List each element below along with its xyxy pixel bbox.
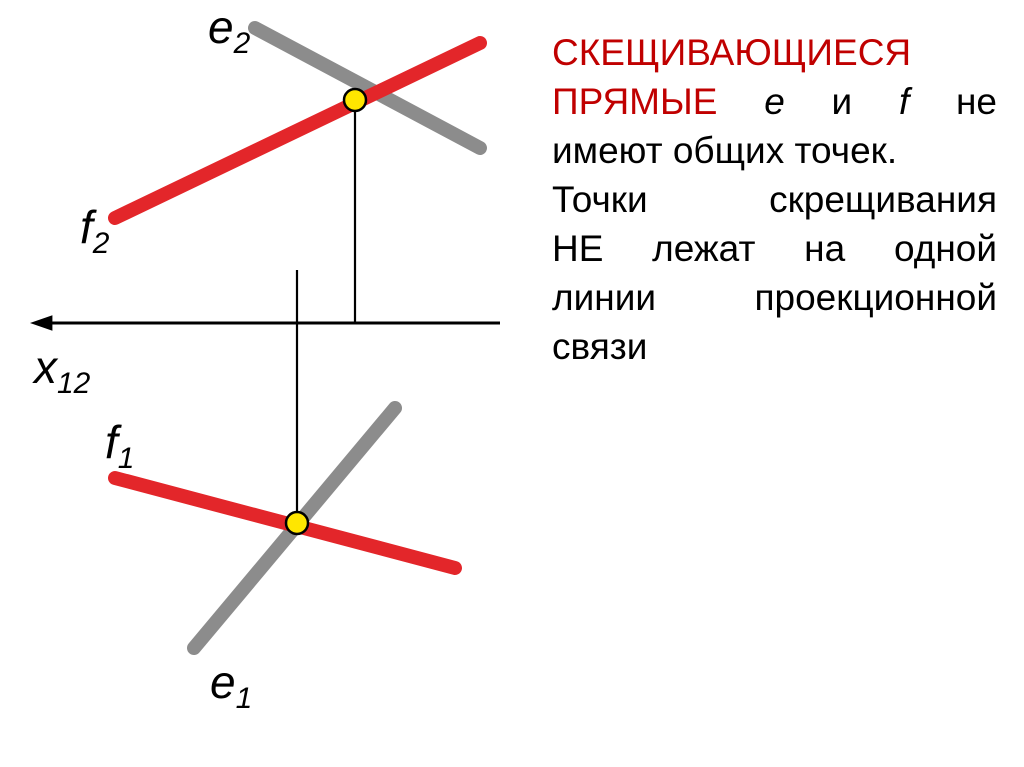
label-e2: e2 — [208, 0, 250, 61]
label-x12-main: x — [34, 341, 57, 393]
label-f1-sub: 1 — [118, 442, 135, 475]
intersection-point-top — [344, 89, 366, 111]
label-e2-sub: 2 — [234, 27, 251, 60]
label-e1-main: e — [210, 656, 236, 708]
text-line-0: СКЕЩИВАЮЩИЕСЯ — [552, 28, 997, 77]
text-seg-1-4: f — [899, 81, 909, 122]
label-e1-sub: 1 — [236, 682, 253, 715]
text-line-5: линии проекционной — [552, 273, 997, 322]
text-seg-6-0: связи — [552, 326, 647, 367]
text-line-2: имеют общих точек. — [552, 126, 997, 175]
text-seg-0-0: СКЕЩИВАЮЩИЕСЯ — [552, 32, 911, 73]
text-seg-1-5: не — [909, 81, 997, 122]
label-x12: x12 — [34, 340, 90, 401]
label-f2: f2 — [80, 200, 109, 261]
text-seg-5-0: линии проекционной — [552, 277, 997, 318]
label-e1: e1 — [210, 655, 252, 716]
label-e2-main: e — [208, 1, 234, 53]
label-f2-sub: 2 — [93, 227, 110, 260]
text-seg-2-0: имеют общих точек. — [552, 130, 897, 171]
line-red-top — [115, 43, 480, 218]
intersection-point-bottom — [286, 512, 308, 534]
text-seg-1-0: ПРЯМЫЕ — [552, 81, 717, 122]
text-seg-4-0: НЕ лежат на одной — [552, 228, 997, 269]
text-seg-1-3: и — [785, 81, 899, 122]
text-seg-1-2: e — [764, 81, 785, 122]
axis-arrowhead — [30, 315, 52, 330]
text-line-3: Точки скрещивания — [552, 175, 997, 224]
label-x12-sub: 12 — [57, 367, 90, 400]
text-line-1: ПРЯМЫЕ e и f не — [552, 77, 997, 126]
label-f1-main: f — [105, 416, 118, 468]
text-seg-1-1 — [717, 81, 764, 122]
label-f1: f1 — [105, 415, 134, 476]
description-text: СКЕЩИВАЮЩИЕСЯПРЯМЫЕ e и f неимеют общих … — [552, 28, 997, 371]
text-line-6: связи — [552, 322, 997, 371]
text-line-4: НЕ лежат на одной — [552, 224, 997, 273]
label-f2-main: f — [80, 201, 93, 253]
diagram-stage: { "canvas": { "width": 1024, "height": 7… — [0, 0, 1024, 767]
text-seg-3-0: Точки скрещивания — [552, 179, 997, 220]
